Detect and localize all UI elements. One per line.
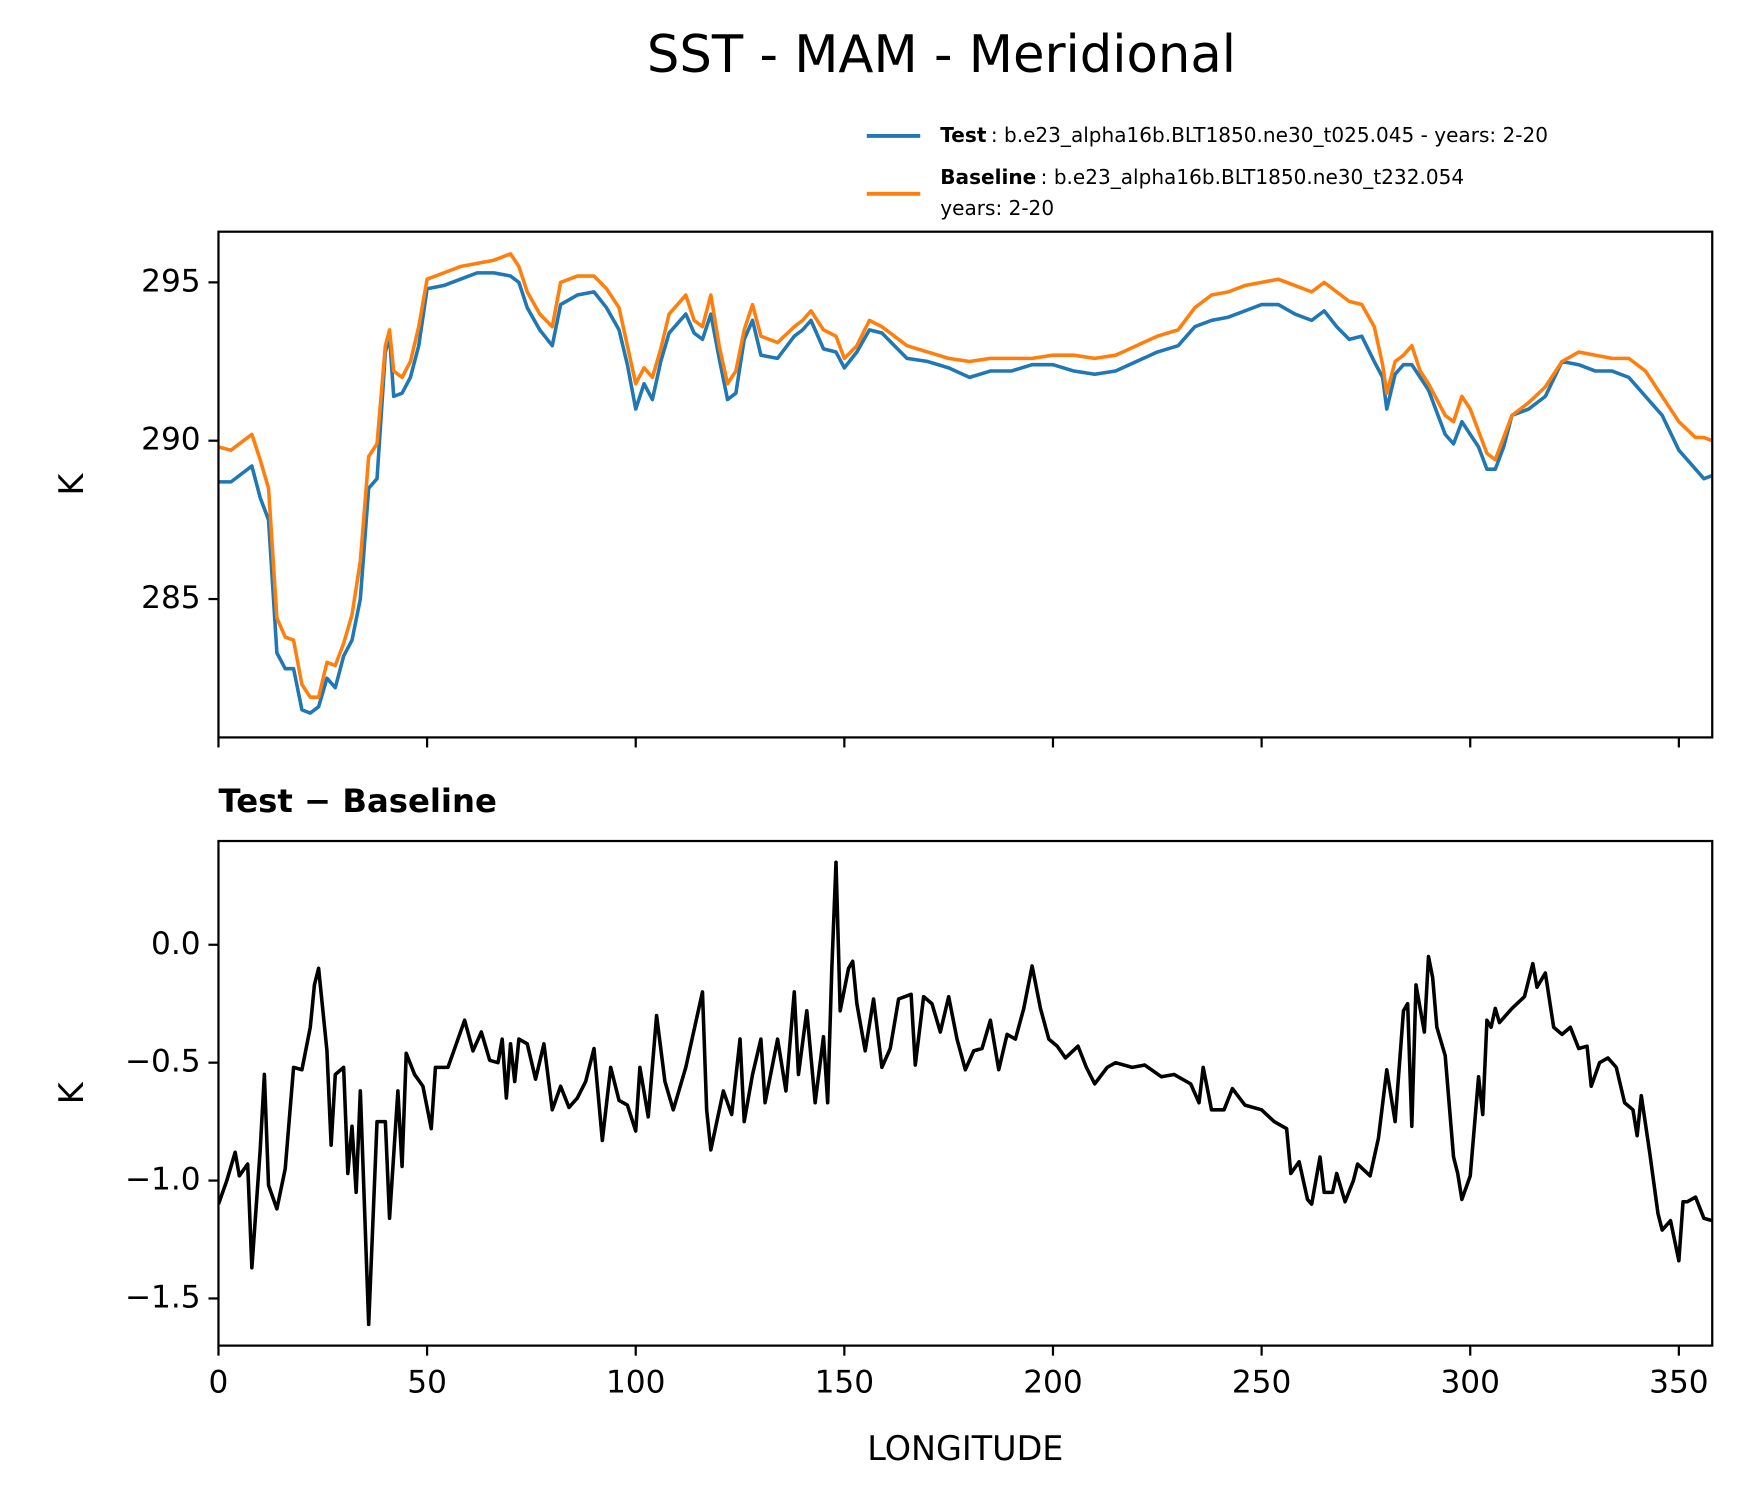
x-axis-label: LONGITUDE [867,1429,1063,1468]
y-tick-label: 0.0 [151,926,201,962]
x-tick-label: 300 [1440,1364,1500,1400]
x-tick-label: 200 [1023,1364,1083,1400]
x-tick-label: 250 [1232,1364,1292,1400]
y-tick-label: 290 [141,422,201,458]
y-axis-label: K [52,1081,91,1104]
y-tick-label: −0.5 [125,1044,201,1080]
data-line [218,860,1713,1327]
data-line [218,252,1713,699]
legend-label: Baseline: b.e23_alpha16b.BLT1850.ne30_t2… [940,165,1464,189]
axes-title: Test − Baseline [218,782,496,820]
axes-frame [217,230,1714,739]
legend-text: years: 2-20 [940,196,1054,220]
x-tick-label: 0 [209,1364,229,1400]
x-tick-label: 150 [815,1364,875,1400]
legend-name: Test [940,122,987,146]
x-tick-label: 50 [407,1364,447,1400]
y-axis-label: K [52,473,91,496]
y-tick-label: −1.0 [125,1162,201,1198]
legend-label: Test: b.e23_alpha16b.BLT1850.ne30_t025.0… [940,122,1548,146]
legend-text: : b.e23_alpha16b.BLT1850.ne30_t025.045 -… [991,122,1548,146]
x-tick-label: 100 [606,1364,666,1400]
axes-frame [217,839,1714,1347]
y-tick-label: 295 [141,263,201,299]
x-tick-label: 350 [1649,1364,1709,1400]
y-tick-label: −1.5 [125,1279,201,1315]
legend-text: : b.e23_alpha16b.BLT1850.ne30_t232.054 [1041,165,1464,189]
figure-title: SST - MAM - Meridional [647,25,1236,85]
legend-name: Baseline [940,165,1036,189]
y-tick-label: 285 [141,580,201,616]
